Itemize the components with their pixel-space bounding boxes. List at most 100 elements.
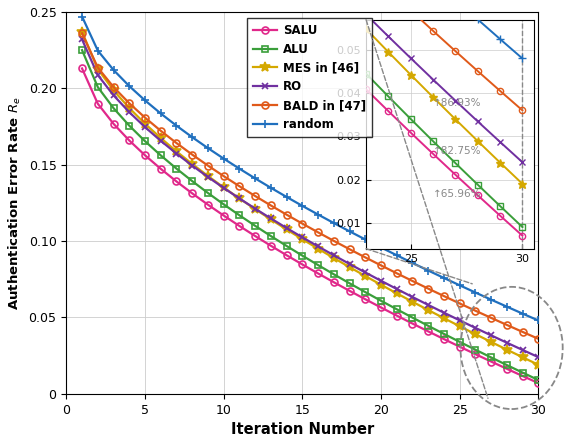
RO	[78, 37, 85, 42]
MES in [46]	[173, 149, 180, 154]
SALU	[283, 253, 290, 258]
random	[252, 176, 258, 181]
Line: SALU: SALU	[78, 65, 542, 387]
ALU	[362, 289, 369, 295]
MES in [46]	[519, 355, 526, 360]
SALU	[393, 313, 400, 318]
BALD in [47]	[110, 84, 117, 90]
ALU	[331, 272, 337, 277]
SALU	[110, 121, 117, 127]
MES in [46]	[126, 105, 133, 111]
MES in [46]	[299, 237, 306, 242]
ALU	[173, 166, 180, 171]
SALU	[503, 366, 510, 372]
SALU	[299, 262, 306, 267]
BALD in [47]	[283, 212, 290, 217]
RO	[393, 286, 400, 292]
SALU	[126, 138, 133, 143]
BALD in [47]	[126, 101, 133, 106]
MES in [46]	[78, 29, 85, 35]
RO	[299, 235, 306, 240]
MES in [46]	[488, 339, 495, 345]
MES in [46]	[409, 299, 416, 305]
SALU	[189, 190, 195, 196]
random	[299, 203, 306, 209]
random	[220, 156, 227, 161]
RO	[346, 261, 353, 266]
random	[204, 146, 211, 151]
random	[315, 212, 321, 217]
MES in [46]	[252, 206, 258, 212]
SALU	[252, 234, 258, 239]
random	[456, 283, 463, 288]
RO	[362, 270, 369, 275]
random	[409, 260, 416, 266]
BALD in [47]	[393, 270, 400, 276]
SALU	[236, 223, 243, 229]
RO	[472, 325, 479, 331]
MES in [46]	[472, 332, 479, 337]
Line: ALU: ALU	[78, 47, 542, 384]
MES in [46]	[331, 255, 337, 261]
ALU	[378, 298, 385, 303]
Line: random: random	[78, 12, 542, 325]
Line: BALD in [47]: BALD in [47]	[78, 30, 542, 342]
BALD in [47]	[441, 293, 448, 299]
random	[425, 268, 432, 273]
RO	[488, 333, 495, 338]
MES in [46]	[535, 362, 542, 368]
random	[331, 220, 337, 226]
MES in [46]	[110, 87, 117, 93]
BALD in [47]	[362, 255, 369, 260]
BALD in [47]	[252, 193, 258, 198]
ALU	[126, 123, 133, 128]
RO	[268, 216, 274, 221]
RO	[535, 354, 542, 360]
Legend: SALU, ALU, MES in [46], RO, BALD in [47], random: SALU, ALU, MES in [46], RO, BALD in [47]…	[248, 18, 372, 137]
random	[535, 318, 542, 323]
SALU	[157, 166, 164, 171]
BALD in [47]	[141, 115, 148, 120]
BALD in [47]	[220, 174, 227, 179]
RO	[409, 294, 416, 300]
RO	[425, 302, 432, 308]
BALD in [47]	[299, 221, 306, 226]
SALU	[78, 66, 85, 71]
ALU	[204, 190, 211, 196]
RO	[252, 206, 258, 211]
random	[503, 304, 510, 309]
MES in [46]	[346, 265, 353, 270]
random	[94, 48, 101, 53]
BALD in [47]	[315, 230, 321, 235]
random	[393, 253, 400, 258]
SALU	[425, 329, 432, 334]
BALD in [47]	[456, 301, 463, 306]
BALD in [47]	[346, 246, 353, 252]
RO	[236, 196, 243, 201]
ALU	[268, 234, 274, 239]
ALU	[441, 331, 448, 337]
RO	[126, 110, 133, 115]
SALU	[173, 179, 180, 184]
MES in [46]	[362, 274, 369, 279]
RO	[283, 226, 290, 231]
MES in [46]	[94, 67, 101, 72]
BALD in [47]	[409, 278, 416, 284]
random	[141, 98, 148, 103]
BALD in [47]	[378, 263, 385, 268]
RO	[141, 124, 148, 130]
SALU	[362, 297, 369, 302]
BALD in [47]	[488, 315, 495, 321]
BALD in [47]	[268, 203, 274, 208]
ALU	[283, 243, 290, 249]
ALU	[189, 178, 195, 184]
ALU	[299, 253, 306, 258]
RO	[157, 138, 164, 143]
SALU	[204, 202, 211, 207]
BALD in [47]	[331, 238, 337, 243]
ALU	[78, 48, 85, 53]
RO	[110, 93, 117, 98]
random	[78, 14, 85, 19]
MES in [46]	[236, 196, 243, 201]
MES in [46]	[378, 282, 385, 287]
